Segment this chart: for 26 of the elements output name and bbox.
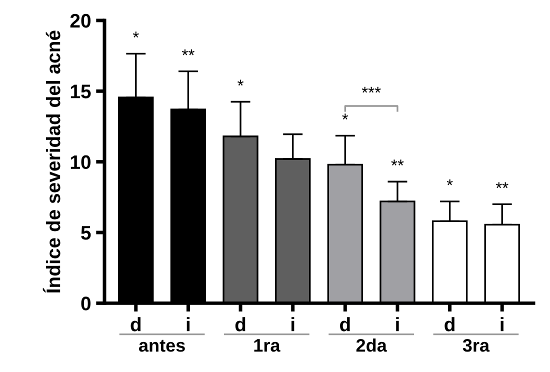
text: antes <box>139 340 185 352</box>
annotation: ** <box>182 49 194 56</box>
text: 3ra <box>462 338 490 352</box>
x-tick-label: d <box>340 317 350 332</box>
x-tick-label: i <box>186 317 190 332</box>
y-tick-label: 5 <box>81 226 91 240</box>
x-tick-label: i <box>396 317 399 332</box>
annotation: * <box>446 179 453 186</box>
y-tick-label: 20 <box>70 14 91 28</box>
x-tick-label: i <box>500 317 504 332</box>
annotation: ** <box>496 182 508 188</box>
text: 2da <box>356 338 387 352</box>
x-tick-label: i <box>292 317 294 332</box>
text: 1ra <box>254 339 280 352</box>
annotation: * <box>342 114 348 120</box>
y-axis-title: Índice de severidad del acné <box>42 30 60 293</box>
y-tick-label: 10 <box>70 155 91 170</box>
annotation: ** <box>391 160 404 166</box>
annotation: * <box>238 80 244 86</box>
x-tick-label: d <box>235 317 246 332</box>
x-tick-label: d <box>444 317 454 332</box>
y-tick-label: 0 <box>81 296 91 310</box>
annotation: * <box>132 32 139 38</box>
y-tick-label: 15 <box>70 84 91 98</box>
annotation: *** <box>362 86 381 93</box>
x-tick-label: d <box>130 317 141 332</box>
